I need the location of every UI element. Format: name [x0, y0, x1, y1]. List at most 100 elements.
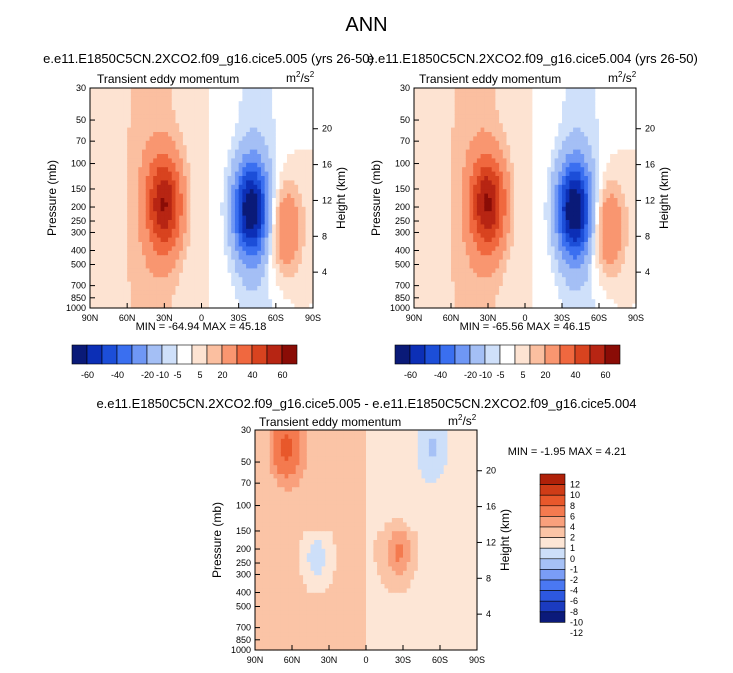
field-cell	[275, 224, 281, 230]
field-cell	[305, 105, 310, 111]
field-cell	[242, 303, 247, 309]
field-cell	[305, 299, 310, 305]
field-cell	[130, 105, 136, 111]
field-cell	[194, 220, 199, 225]
field-cell	[160, 220, 165, 225]
field-cell	[439, 167, 445, 173]
field-cell	[205, 215, 210, 221]
field-cell	[130, 272, 136, 278]
field-cell	[264, 228, 269, 234]
field-cell	[447, 215, 452, 221]
field-cell	[275, 171, 281, 177]
field-cell	[309, 303, 314, 309]
field-cell	[414, 184, 419, 190]
field-cell	[149, 101, 154, 107]
field-cell	[417, 250, 422, 256]
field-cell	[246, 180, 251, 186]
field-cell	[253, 277, 258, 283]
field-cell	[484, 272, 489, 278]
field-cell	[194, 154, 199, 159]
field-cell	[550, 198, 556, 203]
field-cell	[532, 105, 537, 111]
field-cell	[432, 294, 437, 300]
field-cell	[268, 123, 273, 129]
field-cell	[521, 259, 526, 265]
field-cell	[197, 246, 203, 252]
field-cell	[539, 202, 545, 208]
field-cell	[425, 114, 430, 120]
field-cell	[264, 140, 269, 146]
field-cell	[182, 272, 188, 278]
field-cell	[175, 114, 180, 120]
field-cell	[268, 255, 273, 261]
field-cell	[231, 228, 236, 234]
field-cell	[149, 140, 154, 146]
field-cell	[186, 136, 191, 142]
field-cell	[253, 211, 258, 217]
field-cell	[205, 127, 210, 133]
field-cell	[495, 233, 500, 239]
field-cell	[491, 105, 496, 111]
field-cell	[525, 88, 530, 93]
field-cell	[286, 184, 292, 190]
field-cell	[171, 206, 177, 212]
field-cell	[90, 233, 95, 239]
field-cell	[179, 176, 184, 181]
field-cell	[436, 167, 441, 173]
field-cell	[543, 149, 548, 155]
field-cell	[309, 171, 314, 177]
field-cell	[142, 259, 147, 265]
field-cell	[253, 281, 258, 287]
field-cell	[238, 277, 243, 283]
field-cell	[234, 272, 240, 278]
field-cell	[443, 250, 448, 256]
field-cell	[451, 198, 456, 203]
field-cell	[301, 264, 307, 269]
field-cell	[168, 110, 173, 115]
field-cell	[90, 176, 95, 181]
field-cell	[510, 299, 515, 305]
field-cell	[90, 114, 95, 120]
field-cell	[462, 303, 467, 309]
field-cell	[428, 259, 434, 265]
field-cell	[550, 110, 556, 115]
field-cell	[253, 198, 258, 203]
field-cell	[298, 180, 303, 186]
field-cell	[201, 123, 206, 129]
field-cell	[216, 259, 221, 265]
field-cell	[517, 127, 522, 133]
field-cell	[275, 193, 281, 199]
field-cell	[275, 158, 281, 164]
field-cell	[536, 294, 541, 300]
field-cell	[108, 215, 113, 221]
field-cell	[242, 149, 247, 155]
field-cell	[149, 264, 154, 269]
field-cell	[432, 149, 437, 155]
field-cell	[242, 114, 247, 120]
field-cell	[286, 92, 292, 98]
field-cell	[301, 202, 307, 208]
field-cell	[257, 184, 262, 190]
field-cell	[179, 228, 184, 234]
field-cell	[101, 101, 106, 107]
field-cell	[286, 162, 292, 168]
field-cell	[536, 246, 541, 252]
field-cell	[108, 132, 113, 137]
field-cell	[298, 198, 303, 203]
y-axis-label: Pressure (mb)	[45, 160, 59, 236]
field-cell	[234, 184, 240, 190]
field-cell	[432, 193, 437, 199]
field-cell	[212, 189, 217, 195]
field-cell	[257, 259, 262, 265]
field-cell	[272, 167, 277, 173]
field-cell	[231, 167, 236, 173]
field-cell	[97, 228, 102, 234]
field-cell	[164, 171, 169, 177]
field-cell	[286, 167, 292, 173]
field-cell	[168, 268, 173, 274]
field-cell	[447, 228, 452, 234]
field-cell	[432, 264, 437, 269]
field-cell	[227, 162, 232, 168]
field-cell	[101, 198, 106, 203]
field-cell	[182, 294, 188, 300]
